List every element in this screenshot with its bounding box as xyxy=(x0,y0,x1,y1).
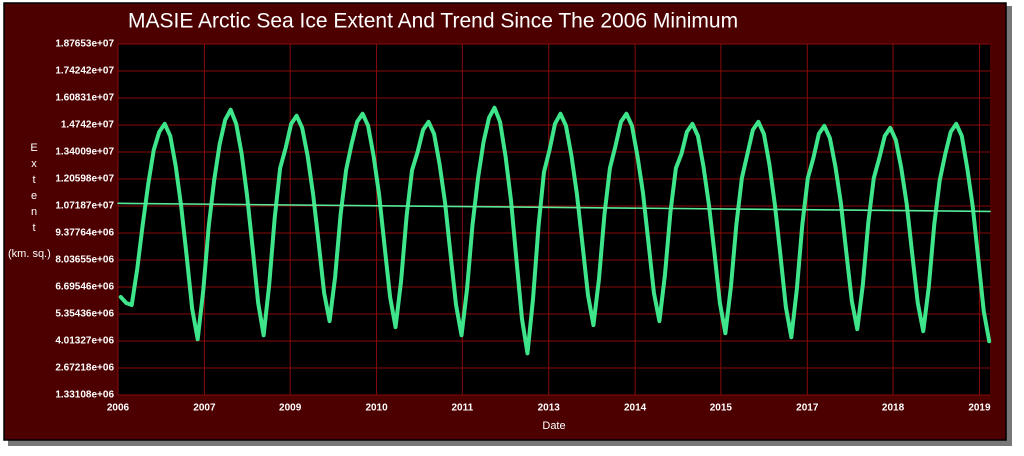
y-tick-label: 4.01327e+06 xyxy=(55,336,114,347)
y-tick-label: 1.33108e+06 xyxy=(55,390,114,401)
series-line xyxy=(117,202,991,213)
y-tick-label: 2.67218e+06 xyxy=(55,363,114,374)
y-tick-label: 1.60831e+07 xyxy=(55,93,114,104)
y-tick-label: 1.4742e+07 xyxy=(61,120,115,131)
y-axis-title: Extent xyxy=(28,142,40,238)
y-tick-label: 8.03655e+06 xyxy=(55,255,114,266)
y-axis-units: (km. sq.) xyxy=(8,248,51,260)
grid: 1.33108e+06 2.67218e+06 4.01327e+06 5.35436… xyxy=(55,39,991,414)
x-tick-label: 2017 xyxy=(796,403,819,414)
y-tick-label: 6.69546e+06 xyxy=(55,282,114,293)
y-tick-label: 1.34009e+07 xyxy=(55,147,114,158)
series-line xyxy=(118,105,992,356)
y-tick-label: 1.74242e+07 xyxy=(55,66,114,77)
y-tick-label: 5.35436e+06 xyxy=(55,309,114,320)
x-tick-label: 2013 xyxy=(538,403,561,414)
chart-title: MASIE Arctic Sea Ice Extent And Trend Si… xyxy=(128,10,738,33)
x-tick-label: 2015 xyxy=(710,403,733,414)
x-tick-label: 2010 xyxy=(365,403,388,414)
x-tick-label: 2006 xyxy=(107,403,130,414)
x-tick-label: 2011 xyxy=(451,403,473,414)
marks xyxy=(117,105,992,356)
x-tick-label: 2019 xyxy=(968,403,991,414)
y-tick-label: 9.37764e+06 xyxy=(55,228,114,239)
x-tick-label: 2018 xyxy=(882,403,905,414)
x-tick-label: 2014 xyxy=(624,403,647,414)
y-tick-label: 1.07187e+07 xyxy=(55,201,114,212)
y-tick-label: 1.20598e+07 xyxy=(55,174,114,185)
y-tick-label: 1.87653e+07 xyxy=(55,39,114,50)
x-axis-title: Date xyxy=(542,420,565,432)
x-tick-label: 2007 xyxy=(193,403,216,414)
x-tick-label: 2009 xyxy=(279,403,302,414)
